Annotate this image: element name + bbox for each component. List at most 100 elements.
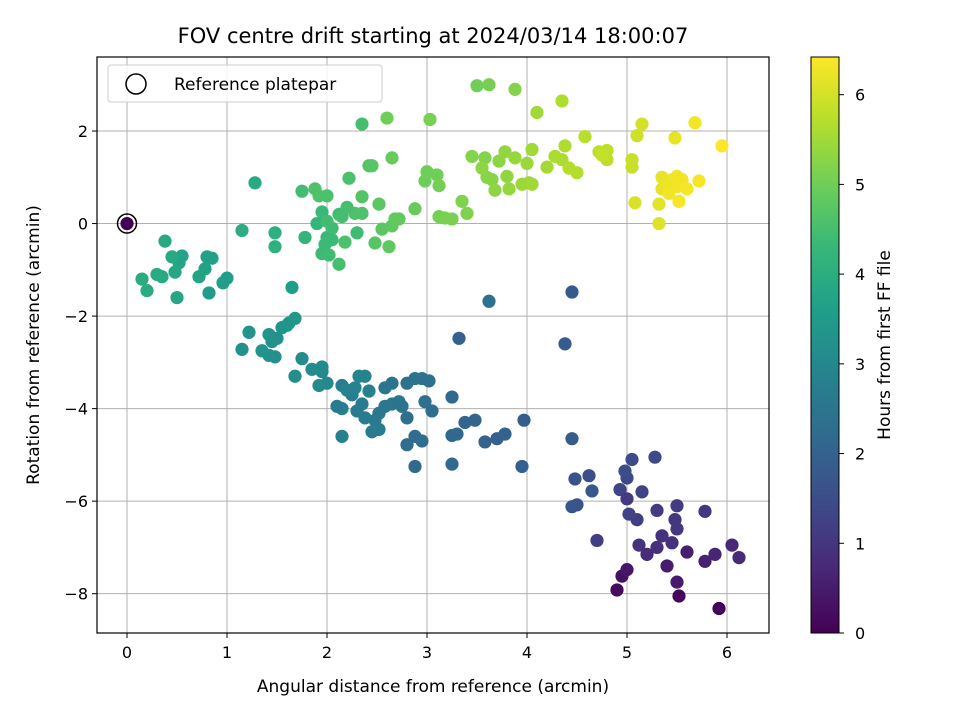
y-axis-label: Rotation from reference (arcmin) — [24, 205, 44, 485]
colorbar-gradient — [810, 56, 840, 634]
data-point — [445, 428, 459, 443]
data-point — [558, 139, 572, 153]
data-point — [517, 413, 531, 427]
data-point — [613, 482, 627, 497]
data-point — [242, 325, 256, 339]
x-tick-label: 2 — [322, 643, 332, 662]
data-point — [423, 112, 437, 127]
data-point — [408, 371, 422, 386]
data-point — [455, 194, 469, 208]
data-point — [590, 533, 604, 548]
data-point — [655, 529, 669, 543]
data-point — [216, 276, 230, 290]
colorbar-tick-label: 5 — [855, 175, 865, 194]
data-point — [652, 216, 666, 231]
colorbar-tick-label: 1 — [855, 534, 865, 553]
data-point — [565, 285, 579, 299]
data-point — [418, 395, 432, 409]
data-point — [478, 435, 492, 449]
data-point — [165, 250, 179, 264]
data-point — [168, 265, 182, 279]
data-point — [650, 540, 664, 555]
data-point — [385, 151, 399, 165]
data-point — [305, 362, 319, 376]
data-point — [525, 177, 539, 191]
data-point — [255, 344, 269, 358]
data-point — [630, 129, 644, 143]
data-point — [670, 499, 684, 513]
data-point — [585, 484, 599, 498]
data-point — [650, 503, 664, 517]
data-point — [262, 327, 276, 342]
data-point — [408, 459, 422, 474]
data-point — [310, 216, 324, 231]
data-point — [295, 184, 309, 198]
data-point — [662, 186, 676, 201]
data-point — [668, 131, 682, 145]
data-point — [315, 360, 329, 374]
colorbar-tick-label: 6 — [855, 86, 865, 105]
plot-frame — [96, 56, 770, 634]
data-point — [425, 404, 439, 418]
data-point — [202, 286, 216, 300]
data-point — [530, 105, 544, 120]
data-point — [365, 159, 379, 173]
data-point — [348, 381, 362, 395]
legend-marker-circle — [125, 73, 147, 95]
data-point — [372, 422, 386, 437]
data-point — [708, 547, 722, 561]
x-tick-label: 0 — [122, 643, 132, 662]
data-point — [170, 290, 184, 305]
data-point — [375, 222, 389, 236]
colorbar-ticks: 0 1 2 3 4 5 6 — [839, 86, 865, 643]
data-point — [680, 545, 694, 559]
data-point — [652, 197, 666, 211]
data-point — [568, 472, 582, 486]
data-point — [420, 165, 434, 179]
colorbar: 0 1 2 3 4 5 6 Hours from first FF file — [810, 56, 895, 643]
data-point — [350, 226, 364, 240]
data-point — [680, 182, 694, 196]
data-point — [692, 174, 706, 188]
data-point — [475, 161, 489, 175]
data-point — [285, 280, 299, 294]
x-tick-label: 3 — [422, 643, 432, 662]
data-point — [478, 151, 492, 165]
data-point — [540, 160, 554, 174]
colorbar-tick-label: 4 — [855, 265, 865, 284]
data-point — [595, 148, 609, 162]
data-point — [618, 464, 632, 478]
data-point — [335, 429, 349, 443]
data-point — [628, 196, 642, 210]
data-point — [565, 432, 579, 446]
data-point — [268, 226, 282, 240]
data-point — [400, 438, 414, 452]
data-point — [368, 236, 382, 250]
data-point — [465, 149, 479, 164]
data-point — [698, 554, 712, 568]
y-tick-label: 2 — [78, 122, 88, 141]
x-tick-label: 5 — [622, 643, 632, 662]
y-tick-label: −4 — [64, 400, 88, 419]
data-point — [400, 411, 414, 425]
data-point — [482, 294, 496, 308]
data-point — [320, 189, 334, 203]
data-point — [668, 513, 682, 527]
data-point — [520, 156, 534, 171]
data-point — [482, 78, 496, 92]
data-point — [525, 142, 539, 157]
x-tick-label: 1 — [222, 643, 232, 662]
x-tick-label: 4 — [522, 643, 532, 662]
data-point — [672, 194, 686, 208]
data-point — [620, 563, 634, 577]
data-point — [330, 399, 344, 413]
data-point — [340, 200, 354, 214]
data-point — [325, 233, 339, 247]
data-point — [565, 500, 579, 514]
data-point — [320, 214, 334, 228]
data-point — [698, 504, 712, 518]
data-point — [558, 337, 572, 351]
data-point — [665, 536, 679, 550]
data-point — [578, 129, 592, 144]
data-point — [672, 589, 686, 603]
